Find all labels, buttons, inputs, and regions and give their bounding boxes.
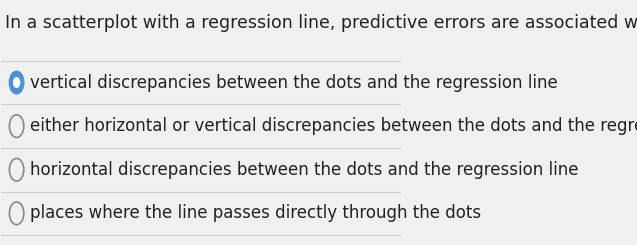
Text: either horizontal or vertical discrepancies between the dots and the regression : either horizontal or vertical discrepanc… xyxy=(30,117,637,135)
Text: vertical discrepancies between the dots and the regression line: vertical discrepancies between the dots … xyxy=(30,74,558,92)
Text: horizontal discrepancies between the dots and the regression line: horizontal discrepancies between the dot… xyxy=(30,161,578,179)
Ellipse shape xyxy=(13,78,20,87)
Ellipse shape xyxy=(10,71,24,94)
Text: In a scatterplot with a regression line, predictive errors are associated with:: In a scatterplot with a regression line,… xyxy=(5,13,637,32)
Text: places where the line passes directly through the dots: places where the line passes directly th… xyxy=(30,204,482,222)
